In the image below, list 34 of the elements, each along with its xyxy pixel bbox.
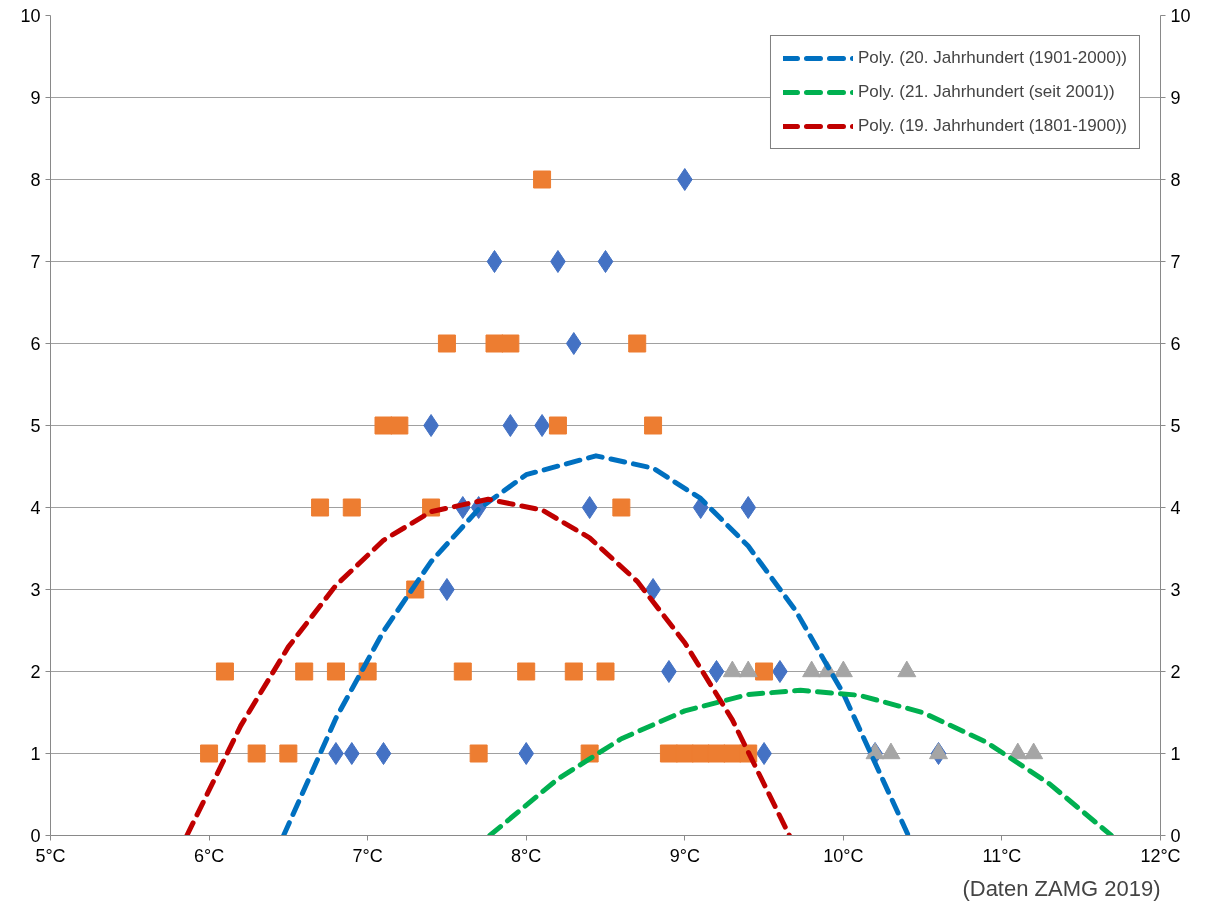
y-tick-label: 9 bbox=[30, 88, 41, 108]
x-tick-label: 10°C bbox=[823, 845, 864, 866]
y-tick-label: 1 bbox=[30, 744, 41, 764]
y2-tick-label: 0 bbox=[1170, 826, 1181, 846]
y2-tick-label: 8 bbox=[1170, 170, 1181, 190]
legend-label: Poly. (19. Jahrhundert (1801-1900)) bbox=[857, 116, 1127, 136]
y-tick-label: 10 bbox=[20, 6, 41, 26]
y2-tick-label: 7 bbox=[1170, 252, 1181, 272]
x-tick-label: 9°C bbox=[669, 845, 700, 866]
legend-label: Poly. (20. Jahrhundert (1901-2000)) bbox=[857, 48, 1127, 68]
x-tick-label: 6°C bbox=[193, 845, 225, 866]
legend-label: Poly. (21. Jahrhundert (seit 2001)) bbox=[857, 82, 1115, 102]
y-tick-label: 4 bbox=[30, 498, 41, 518]
x-tick-label: 7°C bbox=[352, 845, 383, 866]
y-tick-label: 3 bbox=[30, 580, 41, 600]
y-tick-label: 0 bbox=[30, 826, 41, 846]
y-tick-label: 7 bbox=[30, 252, 41, 272]
y2-tick-label: 3 bbox=[1170, 580, 1181, 600]
y-tick-label: 2 bbox=[30, 662, 41, 682]
y-tick-label: 6 bbox=[30, 334, 41, 354]
y2-tick-label: 6 bbox=[1170, 334, 1181, 354]
y2-tick-label: 4 bbox=[1170, 498, 1181, 518]
y2-tick-label: 9 bbox=[1170, 88, 1181, 108]
y2-tick-label: 1 bbox=[1170, 744, 1181, 764]
y-tick-label: 5 bbox=[30, 416, 41, 436]
y2-tick-label: 2 bbox=[1170, 662, 1181, 682]
text: (Daten ZAMG 2019) bbox=[962, 875, 1161, 901]
x-tick-label: 8°C bbox=[511, 845, 542, 866]
x-tick-label: 12°C bbox=[1140, 845, 1181, 866]
x-tick-label: 5°C bbox=[35, 845, 66, 866]
x-tick-label: 11°C bbox=[982, 845, 1022, 866]
y2-tick-label: 10 bbox=[1170, 6, 1191, 26]
y2-tick-label: 5 bbox=[1170, 416, 1181, 436]
y-tick-label: 8 bbox=[30, 170, 41, 190]
